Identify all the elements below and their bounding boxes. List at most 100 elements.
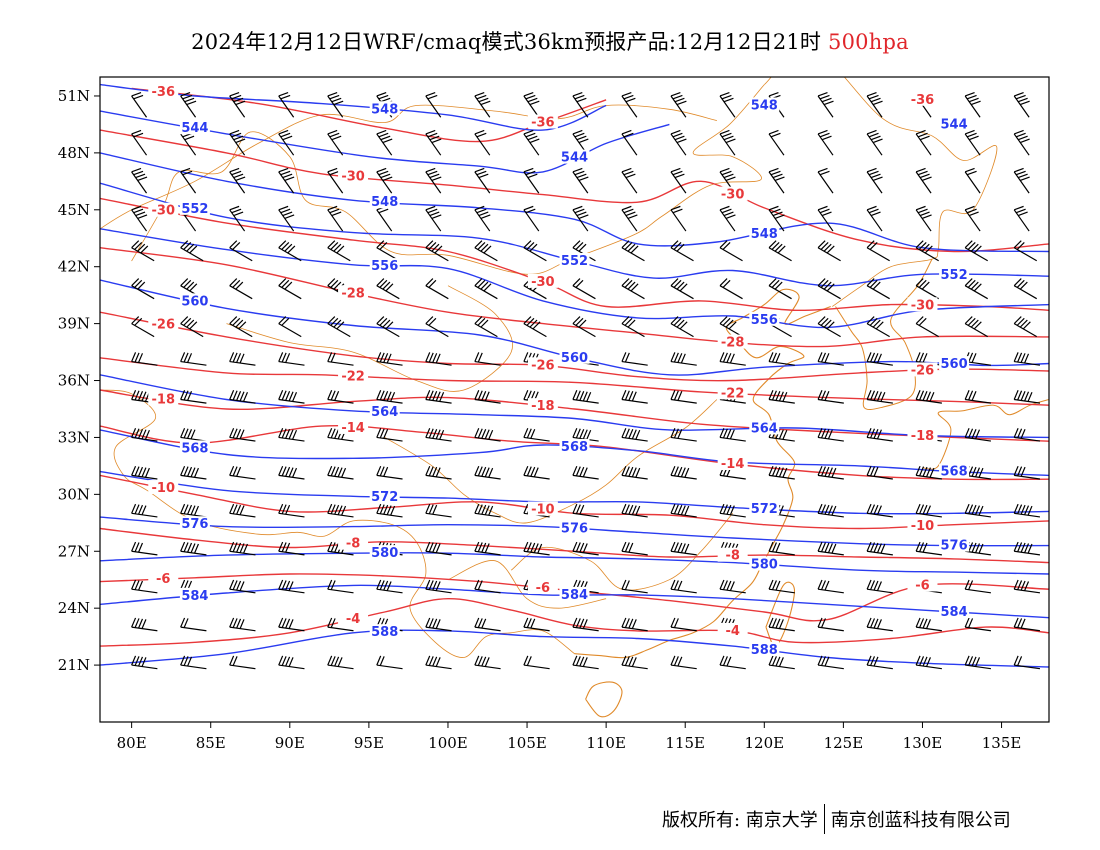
height-label: 556 (751, 313, 778, 328)
height-label: 584 (181, 589, 208, 604)
lat-tick-label: 36N (58, 372, 90, 390)
wind-barb (572, 390, 599, 404)
korea-outline (835, 258, 933, 411)
temperature-label: -28 (341, 286, 365, 301)
wind-barb (670, 541, 697, 556)
footer-divider (823, 804, 825, 834)
height-label: 548 (751, 98, 778, 113)
wind-barb (964, 91, 981, 118)
wind-barb (131, 278, 155, 300)
wind-barb (474, 617, 501, 632)
wind-barb (817, 428, 844, 442)
wind-barb (327, 655, 354, 670)
wind-barb (915, 465, 942, 480)
label-backdrop (559, 438, 590, 453)
wind-barb (180, 240, 204, 262)
label-backdrop (338, 535, 369, 550)
wind-barb (229, 428, 256, 442)
label-backdrop (907, 297, 938, 312)
wind-barb (376, 278, 400, 300)
label-backdrop (559, 149, 590, 164)
wind-barb (915, 205, 932, 232)
wind-barb (1013, 655, 1041, 670)
wind-barb (719, 205, 736, 232)
wind-barb (572, 428, 599, 442)
height-label: 544 (941, 117, 968, 132)
lat-tick-label: 45N (58, 201, 90, 219)
height-label: 576 (941, 539, 968, 554)
wind-barb (670, 129, 687, 156)
label-backdrop (749, 420, 780, 435)
wind-barb (425, 541, 452, 556)
wind-barb (866, 205, 883, 232)
label-backdrop (749, 501, 780, 516)
wind-barb (621, 240, 645, 262)
wind-barb (621, 129, 638, 156)
boundary-line (100, 389, 575, 658)
wind-barb (327, 465, 354, 480)
wind-barb (376, 503, 403, 518)
temperature-label: -14 (341, 421, 365, 436)
wind-barb (376, 129, 393, 156)
wind-barb (768, 617, 795, 632)
wind-barb (670, 316, 694, 338)
wind-barb (719, 655, 746, 670)
wind-barb (964, 316, 988, 338)
height-label: 584 (941, 605, 968, 620)
wind-barb (768, 579, 795, 594)
wind-barb (131, 541, 158, 556)
wind-barb (131, 465, 158, 480)
wind-barb (817, 167, 834, 194)
wind-barb (523, 167, 540, 194)
wind-barb (278, 428, 305, 442)
height-label: 576 (561, 522, 588, 537)
height-label: 572 (371, 490, 398, 505)
wind-barb (964, 390, 992, 404)
height-label: 556 (371, 259, 398, 274)
label-backdrop (338, 610, 369, 625)
wind-barb (670, 278, 694, 300)
wind-barb (425, 129, 442, 156)
wind-barb (1013, 278, 1038, 300)
temperature-label: -22 (341, 369, 365, 384)
wind-barb (376, 390, 403, 404)
wind-barb (131, 617, 158, 632)
height-isoline (100, 629, 1049, 668)
temperature-label: -8 (725, 549, 739, 564)
wind-barb (1013, 465, 1041, 480)
boundary-line (764, 77, 998, 307)
wind-barb (229, 541, 256, 556)
wind-barb (425, 465, 452, 480)
wind-barb (180, 617, 207, 632)
wind-barb (719, 91, 736, 118)
temperature-label: -4 (725, 624, 739, 639)
wind-barb (768, 278, 792, 300)
wind-barb (425, 428, 452, 442)
height-label: 548 (371, 195, 398, 210)
hainan-outline (585, 681, 623, 718)
wind-barb (670, 428, 697, 442)
wind-barb (180, 167, 197, 194)
label-backdrop (369, 258, 400, 273)
wind-barb (180, 541, 207, 556)
temperature-label: -22 (721, 386, 745, 401)
height-isoline (100, 470, 1049, 515)
boundary-line (100, 104, 717, 230)
wind-barb (1013, 579, 1041, 594)
boundary-line (131, 84, 765, 275)
label-backdrop (939, 266, 970, 281)
temperature-label: -28 (721, 336, 745, 351)
wind-barb (229, 240, 253, 262)
wind-barb (817, 503, 844, 518)
temperature-isoline (100, 129, 1049, 253)
temperature-label: -6 (915, 578, 929, 593)
wind-barb (131, 129, 148, 156)
height-label: 544 (181, 121, 208, 136)
wind-barb (1013, 428, 1041, 442)
wind-barb (131, 390, 158, 404)
wind-barb (670, 579, 697, 594)
height-label: 564 (371, 405, 398, 420)
temperature-label: -30 (721, 188, 745, 203)
wind-barb (572, 503, 599, 518)
wind-barb (278, 617, 305, 632)
